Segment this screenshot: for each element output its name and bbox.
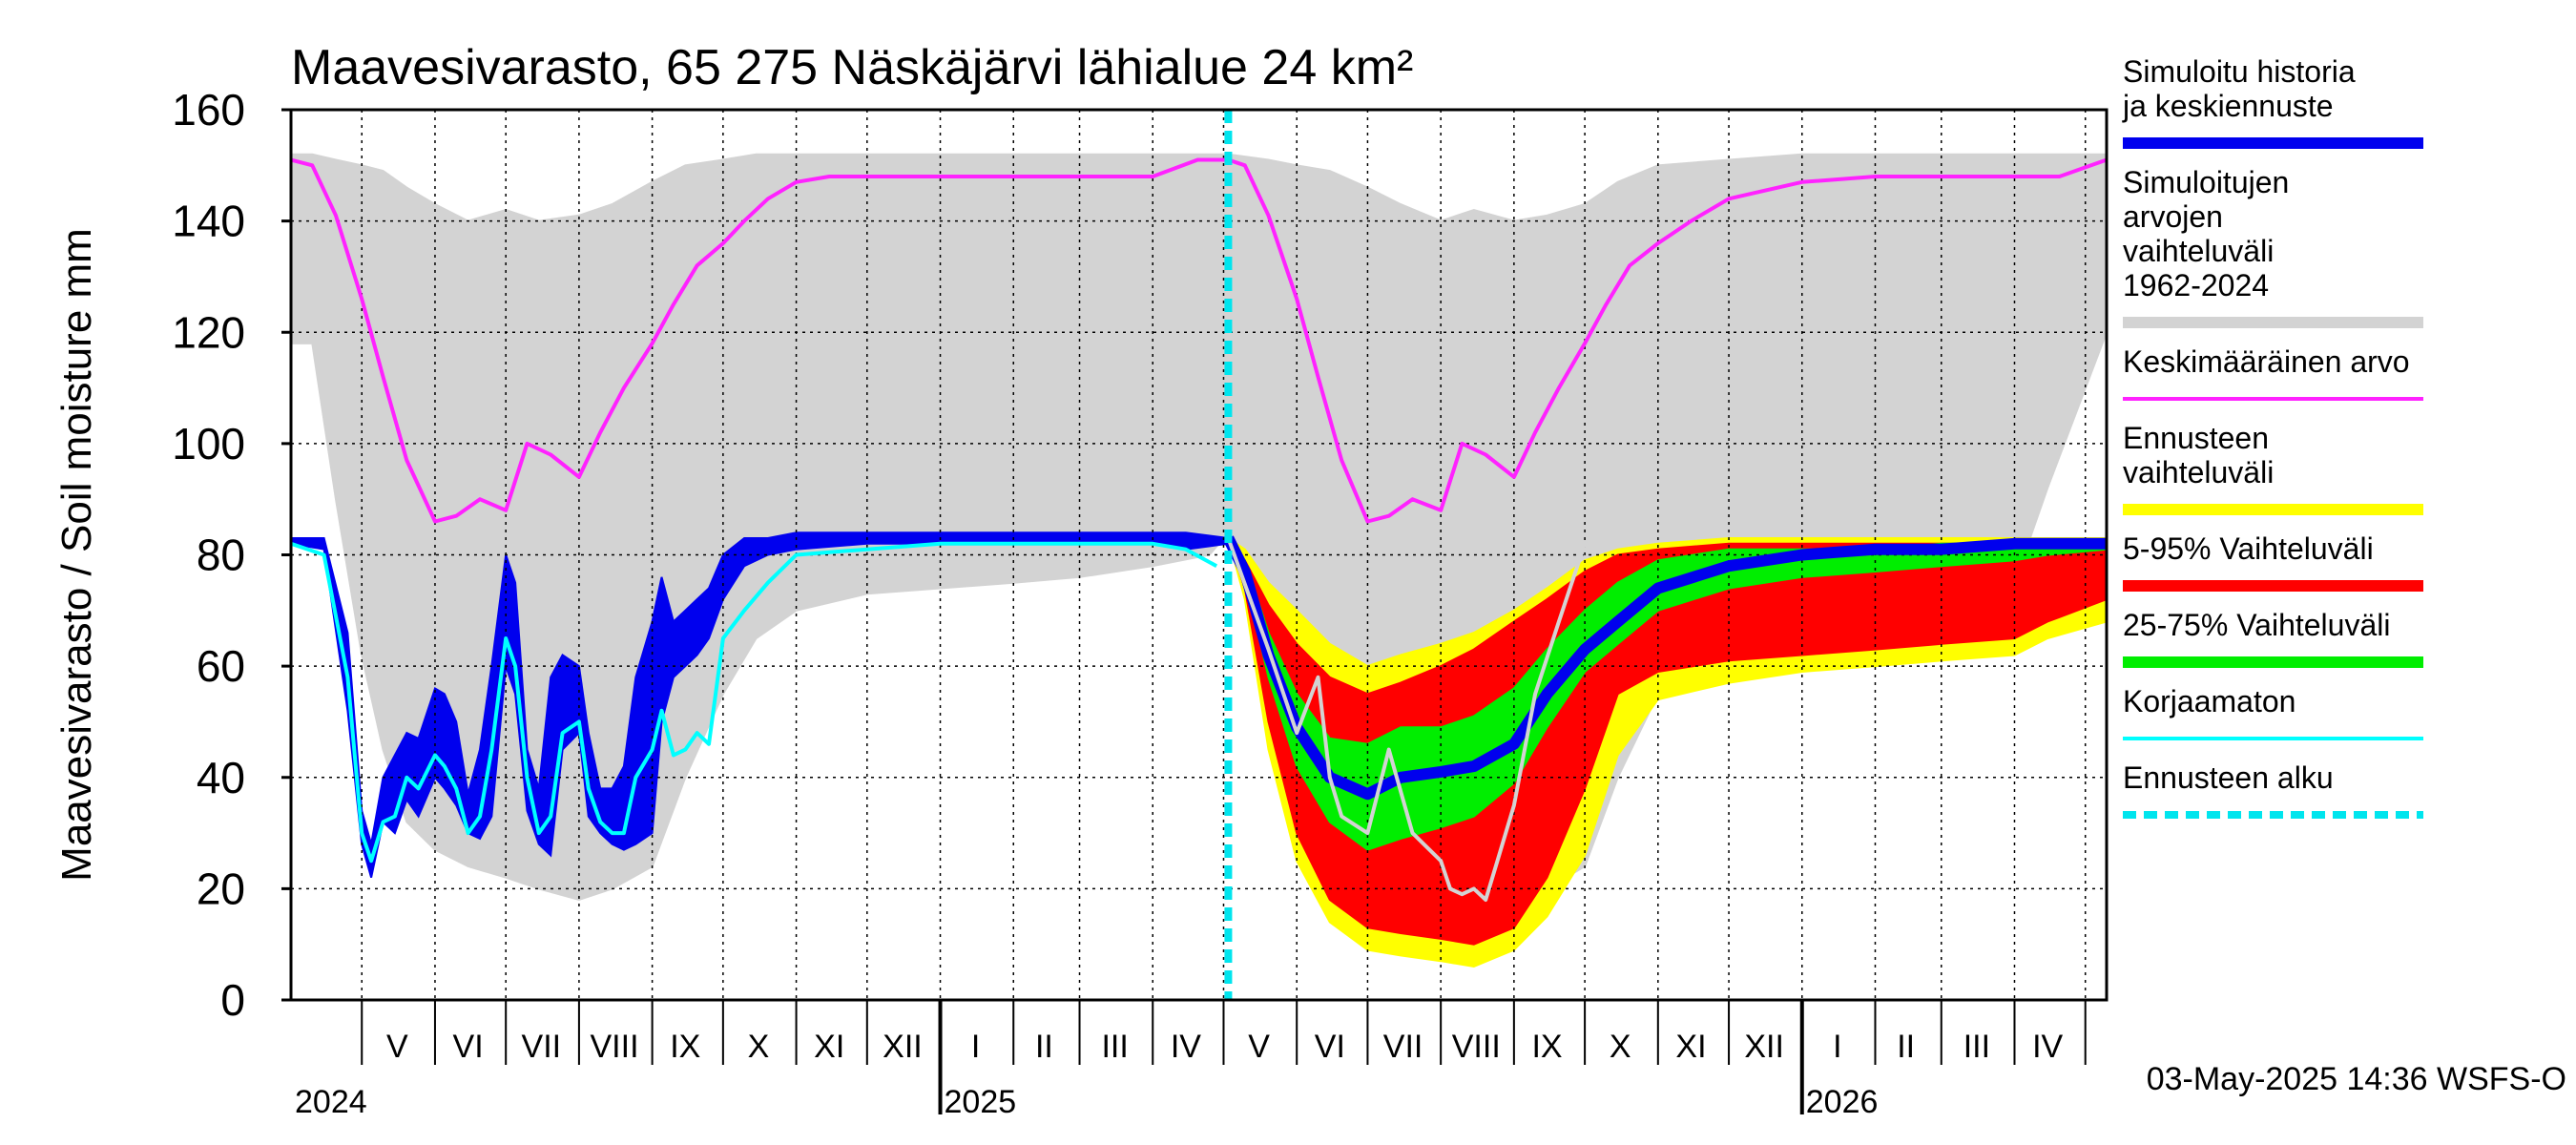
x-month-label: II — [1897, 1029, 1915, 1065]
x-month-label: III — [1101, 1029, 1128, 1065]
series-korjaamaton — [291, 541, 1218, 864]
x-month-label: VII — [522, 1029, 562, 1065]
legend-label: Keskimääräinen arvo — [2123, 344, 2410, 379]
x-month-label: II — [1035, 1029, 1053, 1065]
y-tick-label: 100 — [172, 419, 245, 468]
legend-label: 1962-2024 — [2123, 268, 2269, 302]
lines-layer — [291, 110, 2107, 1000]
band-5-95-vaihteluv-li — [1227, 537, 2107, 946]
x-month-label: XII — [883, 1029, 923, 1065]
y-tick-label: 60 — [197, 641, 245, 691]
legend-label: Ennusteen alku — [2123, 760, 2334, 795]
legend-label: arvojen — [2123, 199, 2223, 234]
legend-label: Simuloitu historia — [2123, 54, 2356, 89]
x-month-label: V — [386, 1029, 408, 1065]
y-tick-label: 140 — [172, 197, 245, 246]
legend-label: Simuloitujen — [2123, 165, 2289, 199]
x-year-label: 2026 — [1806, 1084, 1879, 1120]
x-month-label: I — [1833, 1029, 1841, 1065]
x-month-label: XI — [1675, 1029, 1706, 1065]
x-month-label: IX — [670, 1029, 700, 1065]
x-month-label: VIII — [1452, 1029, 1501, 1065]
legend-label: vaihteluväli — [2123, 455, 2274, 489]
x-month-label: VI — [453, 1029, 484, 1065]
y-tick-label: 40 — [197, 753, 245, 802]
x-year-label: 2025 — [945, 1084, 1017, 1120]
legend-label: ja keskiennuste — [2122, 89, 2334, 123]
series-keskim-r-inen-arvo — [291, 157, 2107, 524]
x-month-label: V — [1248, 1029, 1270, 1065]
x-year-label: 2024 — [295, 1084, 367, 1120]
y-tick-label: 120 — [172, 307, 245, 357]
x-month-label: VII — [1383, 1029, 1423, 1065]
chart-title: Maavesivarasto, 65 275 Näskäjärvi lähial… — [291, 40, 1413, 95]
band-simuloitujen-arvojen-vaihteluv-li-1962-2024 — [291, 153, 2107, 902]
x-month-label: IX — [1531, 1029, 1562, 1065]
footer-timestamp: 03-May-2025 14:36 WSFS-O — [2147, 1061, 2566, 1097]
x-month-label: X — [748, 1029, 770, 1065]
x-month-label: III — [1963, 1029, 1990, 1065]
bands-layer — [291, 153, 2107, 968]
x-month-label: I — [971, 1029, 980, 1065]
x-month-label: VI — [1315, 1029, 1345, 1065]
x-month-label: X — [1610, 1029, 1631, 1065]
series-korjaamaton-forecast-history — [1226, 537, 1587, 902]
legend-label: 25-75% Vaihteluväli — [2123, 608, 2390, 642]
y-tick-label: 0 — [220, 975, 245, 1025]
legend-label: 5-95% Vaihteluväli — [2123, 531, 2374, 566]
y-tick-label: 20 — [197, 864, 245, 913]
x-month-label: IV — [1171, 1029, 1201, 1065]
x-month-label: XII — [1744, 1029, 1784, 1065]
y-tick-label: 160 — [172, 85, 245, 135]
x-month-label: XI — [814, 1029, 844, 1065]
x-month-label: VIII — [591, 1029, 639, 1065]
y-axis-label: Maavesivarasto / Soil moisture mm — [53, 228, 100, 882]
x-month-label: IV — [2032, 1029, 2063, 1065]
legend-label: vaihteluväli — [2123, 234, 2274, 268]
y-tick-label: 80 — [197, 531, 245, 580]
legend-label: Korjaamaton — [2123, 684, 2296, 718]
legend-label: Ennusteen — [2123, 421, 2269, 455]
